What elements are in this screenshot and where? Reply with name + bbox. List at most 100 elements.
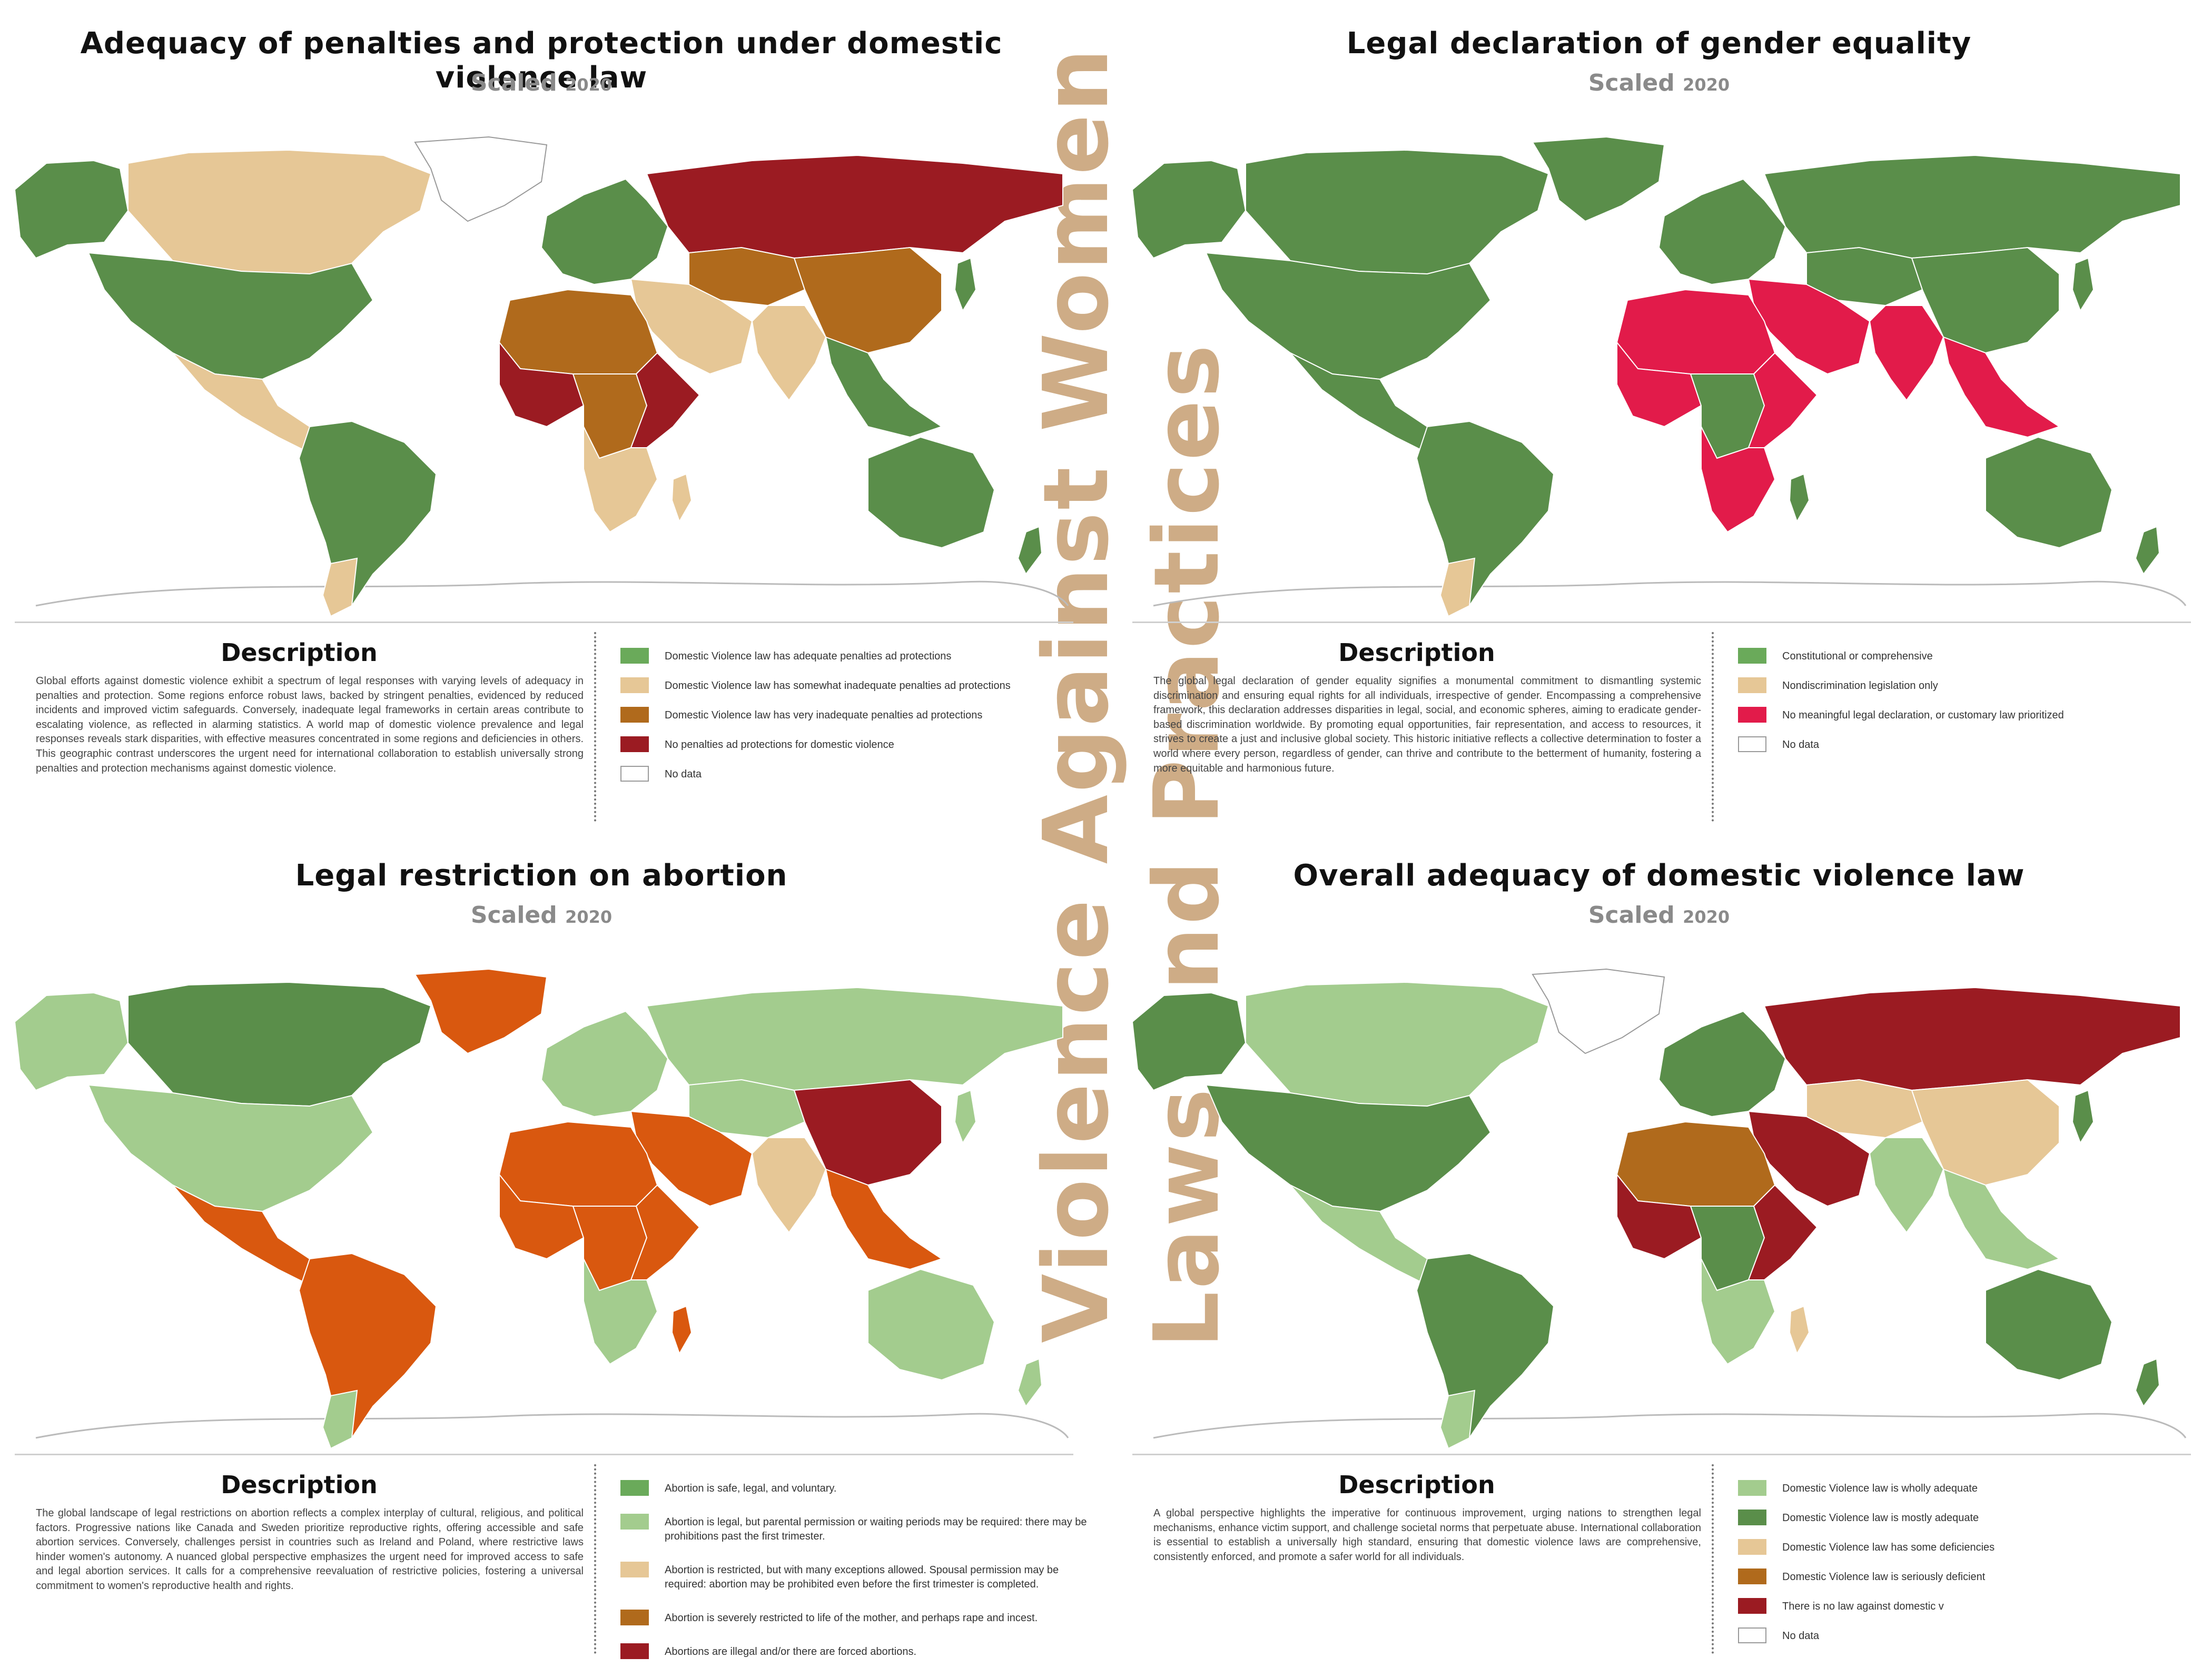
region-new-zealand [1017, 526, 1043, 575]
dotted-divider [594, 1464, 596, 1654]
antarctica-outline [1153, 1413, 2187, 1439]
subtitle-text: Scaled [1588, 902, 1675, 929]
legend-swatch [620, 707, 649, 723]
region-patagonia [322, 557, 358, 617]
panel-title: Legal declaration of gender equality [1346, 26, 1972, 61]
legend-item: No data [1738, 1627, 2212, 1643]
region-europe [540, 178, 669, 285]
description-text: The global legal declaration of gender e… [1153, 675, 1701, 774]
region-russia [646, 987, 1063, 1091]
legend-label: No penalties ad protections for domestic… [665, 739, 894, 751]
legend-swatch [620, 1562, 649, 1577]
legend-item: No data [620, 766, 1094, 782]
subtitle-year: 2020 [565, 75, 613, 95]
map-legend: Domestic Violence law has adequate penal… [620, 648, 1094, 795]
legend-swatch [620, 1480, 649, 1496]
legend-label: Abortion is safe, legal, and voluntary. [665, 1483, 837, 1494]
world-map [15, 964, 1073, 1455]
region-east-asia [793, 246, 942, 354]
region-north-africa [1616, 1121, 1776, 1207]
legend-label: Abortion is restricted, but with many ex… [665, 1564, 1059, 1590]
legend-item: Domestic Violence law is seriously defic… [1738, 1569, 2212, 1584]
region-southeast-asia [1942, 1168, 2061, 1270]
panel-equality: Legal declaration of gender equality Sca… [1132, 21, 2207, 843]
subtitle-year: 2020 [1683, 75, 1730, 95]
region-southern-africa [583, 1258, 658, 1365]
region-patagonia [1439, 557, 1476, 617]
region-southern-africa [1701, 426, 1776, 533]
region-east-africa [630, 352, 700, 448]
legend-swatch [620, 766, 649, 782]
description-text: A global perspective highlights the impe… [1153, 1507, 1701, 1563]
world-map-svg [15, 968, 1069, 1449]
map-legend: Constitutional or comprehensive Nondiscri… [1738, 648, 2212, 766]
legend-label: Abortion is severely restricted to life … [665, 1612, 1038, 1624]
dotted-divider [1712, 632, 1714, 822]
region-south-asia [1869, 1137, 1944, 1234]
legend-label: Abortion is legal, but parental permissi… [665, 1516, 1087, 1542]
region-australia [867, 1268, 995, 1381]
region-new-zealand [2135, 526, 2160, 575]
region-north-africa [1616, 289, 1776, 374]
region-madagascar [1789, 1305, 1810, 1355]
legend-item: Domestic Violence law is wholly adequate [1738, 1480, 2212, 1496]
legend-item: Constitutional or comprehensive [1738, 648, 2212, 664]
region-east-africa [630, 1184, 700, 1280]
description-text: Global efforts against domestic violence… [36, 675, 584, 774]
region-alaska [1132, 160, 1247, 259]
region-russia [1763, 987, 2181, 1091]
panel-title: Overall adequacy of domestic violence la… [1293, 859, 2025, 893]
legend-label: No data [665, 768, 702, 780]
region-russia [646, 154, 1063, 259]
panel-title: Adequacy of penalties and protection und… [80, 26, 1003, 95]
region-east-asia [1911, 1079, 2060, 1186]
region-australia [1985, 1268, 2113, 1381]
region-japan [954, 1089, 977, 1145]
region-east-africa [1747, 1184, 1818, 1280]
antarctica-outline [35, 580, 1069, 607]
legend-swatch [1738, 648, 1766, 664]
region-europe [540, 1010, 669, 1118]
region-japan [954, 257, 977, 312]
region-canada [127, 149, 432, 275]
panel-subtitle: Scaled 2020 [1132, 902, 2186, 929]
legend-swatch [620, 736, 649, 752]
legend-item: Abortion is safe, legal, and voluntary. [620, 1480, 1094, 1496]
region-north-africa [498, 1121, 658, 1207]
legend-swatch [1738, 1480, 1766, 1496]
region-east-africa [1747, 352, 1818, 448]
description-text: The global landscape of legal restrictio… [36, 1507, 584, 1592]
region-southern-africa [583, 426, 658, 533]
legend-item: Domestic Violence law has very inadequat… [620, 707, 1094, 723]
panel-abortion: Legal restriction on abortion Scaled 202… [15, 853, 1089, 1675]
legend-swatch [1738, 1569, 1766, 1584]
legend-label: Domestic Violence law has somewhat inade… [665, 680, 1011, 692]
legend-swatch [1738, 1627, 1766, 1643]
legend-label: Domestic Violence law has some deficienc… [1782, 1542, 1995, 1553]
region-south-america [298, 420, 437, 607]
panel-title: Legal restriction on abortion [295, 859, 788, 893]
legend-label: Domestic Violence law is mostly adequate [1782, 1512, 1979, 1524]
panel-subtitle: Scaled 2020 [15, 902, 1068, 929]
legend-swatch [1738, 1539, 1766, 1555]
region-canada [127, 981, 432, 1107]
region-south-asia [751, 1137, 827, 1234]
region-europe [1658, 1010, 1786, 1118]
region-new-zealand [2135, 1358, 2160, 1407]
world-map-svg [15, 136, 1069, 617]
region-patagonia [322, 1389, 358, 1449]
legend-item: Abortion is restricted, but with many ex… [620, 1562, 1094, 1592]
region-south-america [1416, 420, 1555, 607]
region-west-africa [1616, 1173, 1702, 1260]
legend-swatch [620, 677, 649, 693]
region-south-asia [1869, 305, 1944, 401]
region-australia [867, 436, 995, 549]
region-southern-africa [1701, 1258, 1776, 1365]
world-map-svg [1132, 136, 2187, 617]
region-east-asia [1911, 246, 2060, 354]
legend-item: No data [1738, 736, 2212, 752]
dotted-divider [594, 632, 596, 822]
legend-swatch [1738, 1510, 1766, 1525]
region-madagascar [671, 473, 693, 523]
map-legend: Abortion is safe, legal, and voluntary. A… [620, 1480, 1094, 1677]
